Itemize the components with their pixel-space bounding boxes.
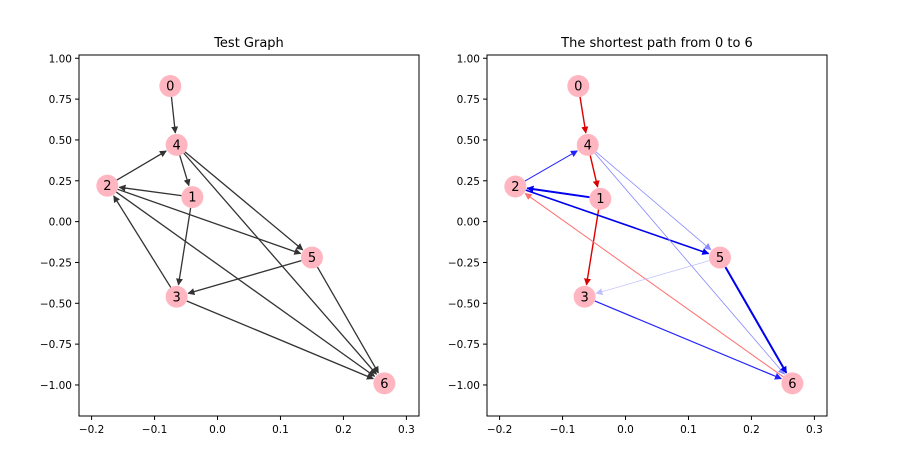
node-5 xyxy=(300,246,323,269)
x-tick-label: 0.2 xyxy=(335,424,352,436)
edge-3-to-2 xyxy=(113,195,172,288)
node-0 xyxy=(567,75,590,98)
node-label-2: 2 xyxy=(511,180,519,195)
x-tick-label: −0.1 xyxy=(550,424,576,436)
y-tick-label: 0.25 xyxy=(49,176,72,188)
node-4 xyxy=(576,133,599,156)
y-tick-label: −0.75 xyxy=(448,339,480,351)
y-tick-label: −0.25 xyxy=(448,257,480,269)
edge-1-to-2 xyxy=(526,185,590,199)
node-1 xyxy=(181,186,204,209)
y-tick-label: 0.75 xyxy=(49,94,72,106)
edge-5-to-6 xyxy=(724,266,788,374)
edge-4-to-5 xyxy=(184,151,304,251)
node-label-3: 3 xyxy=(580,290,588,305)
right-graph-panel: The shortest path from 0 to 6 −0.2 −0.1 0.0… xyxy=(448,36,828,436)
x-tick-label: 0.0 xyxy=(209,424,226,436)
node-label-5: 5 xyxy=(716,251,724,266)
x-tick-label: 0.1 xyxy=(680,424,697,436)
y-tick-label: 0.25 xyxy=(457,176,480,188)
node-2 xyxy=(96,174,119,197)
edge-1-to-2 xyxy=(118,184,182,197)
y-tick-label: −1.00 xyxy=(448,380,480,392)
edge-4-to-1 xyxy=(589,155,600,188)
node-label-3: 3 xyxy=(172,290,180,305)
edge-4-to-6 xyxy=(183,152,377,375)
node-3 xyxy=(165,285,188,308)
x-tick-label: 0.2 xyxy=(743,424,760,436)
left-graph-panel: Test Graph −0.2 −0.1 0.0 0.1 0.2 0.3 1.00 0.75 0.… xyxy=(40,36,420,436)
x-tick-label: 0.0 xyxy=(617,424,634,436)
y-tick-label: −0.25 xyxy=(40,257,72,269)
node-label-4: 4 xyxy=(172,138,180,153)
x-tick-label: −0.1 xyxy=(142,424,168,436)
x-tick-label: −0.2 xyxy=(79,424,105,436)
edge-1-to-3 xyxy=(584,209,600,286)
edge-2-to-6 xyxy=(115,191,376,377)
edge-5-to-3 xyxy=(595,260,710,296)
y-tick-label: 0.50 xyxy=(457,135,480,147)
node-2 xyxy=(504,175,527,198)
y-tick-label: 0.75 xyxy=(457,94,480,106)
node-5 xyxy=(708,246,731,269)
edge-0-to-4 xyxy=(170,96,179,134)
plot-area-frame xyxy=(78,54,420,417)
edge-6-to-2 xyxy=(524,193,784,378)
edge-1-to-3 xyxy=(175,207,192,286)
edge-4-to-6 xyxy=(594,152,786,375)
y-tick-label: −1.00 xyxy=(40,380,72,392)
node-3 xyxy=(573,285,596,308)
y-tick-label: 0.00 xyxy=(457,217,480,229)
node-label-6: 6 xyxy=(380,377,388,392)
x-tick-label: 0.1 xyxy=(272,424,289,436)
edge-5-to-3 xyxy=(187,259,302,296)
node-label-5: 5 xyxy=(308,251,316,266)
node-0 xyxy=(159,75,182,98)
chart-title: Test Graph xyxy=(213,36,284,51)
edge-2-to-4 xyxy=(116,150,167,181)
y-tick-label: 1.00 xyxy=(49,53,72,65)
edge-2-to-5 xyxy=(117,188,302,255)
edge-0-to-4 xyxy=(579,96,589,134)
y-tick-label: 0.00 xyxy=(49,217,72,229)
x-tick-label: −0.2 xyxy=(487,424,513,436)
x-tick-label: 0.3 xyxy=(398,424,415,436)
edge-3-to-6 xyxy=(186,300,374,380)
edge-3-to-6 xyxy=(594,300,782,380)
y-tick-label: −0.50 xyxy=(40,298,72,310)
node-label-0: 0 xyxy=(574,80,582,95)
node-label-6: 6 xyxy=(788,377,796,392)
edge-4-to-5 xyxy=(595,151,712,251)
node-6 xyxy=(781,372,804,395)
chart-title: The shortest path from 0 to 6 xyxy=(560,36,753,51)
node-4 xyxy=(165,133,188,156)
plot-area-frame xyxy=(486,54,828,417)
node-label-2: 2 xyxy=(103,179,111,194)
node-1 xyxy=(589,187,612,210)
node-6 xyxy=(373,372,396,395)
node-label-4: 4 xyxy=(584,138,592,153)
y-tick-label: 0.50 xyxy=(49,135,72,147)
edge-5-to-6 xyxy=(316,266,379,374)
x-tick-label: 0.3 xyxy=(806,424,823,436)
edge-2-to-5 xyxy=(525,189,710,255)
y-tick-label: −0.75 xyxy=(40,339,72,351)
y-tick-label: 1.00 xyxy=(457,53,480,65)
node-label-1: 1 xyxy=(596,192,604,207)
edge-4-to-1 xyxy=(179,155,191,187)
edge-2-to-4 xyxy=(524,150,578,182)
node-label-1: 1 xyxy=(188,191,196,206)
y-tick-label: −0.50 xyxy=(448,298,480,310)
node-label-0: 0 xyxy=(166,80,174,95)
